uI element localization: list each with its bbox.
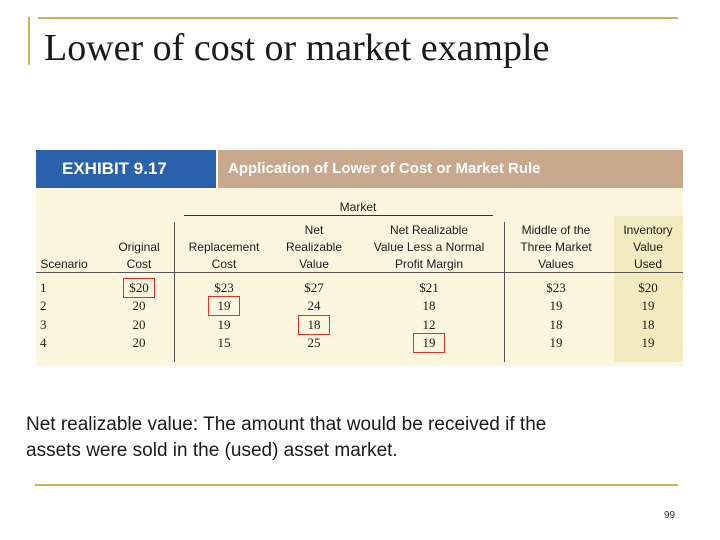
table-cell-nrv-less-margin: $21 xyxy=(419,280,439,295)
table-cell-scenario: 1 xyxy=(40,280,47,295)
market-group-label: Market xyxy=(339,200,377,214)
selected-value-box xyxy=(123,278,155,298)
column-header-line: Cost xyxy=(211,257,237,271)
table-cell-middle-value: 19 xyxy=(549,298,563,313)
column-header-line: Value xyxy=(299,257,329,271)
market-group-rule xyxy=(184,215,493,216)
column-header-line: Value xyxy=(633,240,663,254)
column-header-line: Inventory xyxy=(623,223,673,237)
column-divider-middle xyxy=(504,222,505,362)
table-cell-net-realizable-value: 18 xyxy=(307,317,321,332)
exhibit-header: EXHIBIT 9.17 Application of Lower of Cos… xyxy=(36,150,683,188)
table-cell-scenario: 3 xyxy=(40,317,47,332)
table-cell-inventory-value: 19 xyxy=(641,298,655,313)
column-header-line: Replacement xyxy=(188,240,260,254)
column-header-line: Original xyxy=(118,240,160,254)
footnote-line-2: assets were sold in the (used) asset mar… xyxy=(26,440,398,461)
column-header-nrv-less-margin: Net Realizable Value Less a Normal Profit … xyxy=(359,222,499,273)
column-header-line: Scenario xyxy=(40,257,88,271)
table-cell-scenario: 2 xyxy=(40,298,47,313)
table-cell-nrv-less-margin: 18 xyxy=(422,298,436,313)
column-header-line: Net Realizable xyxy=(389,223,469,237)
bottom-rule xyxy=(35,484,678,486)
column-header-net-realizable-value: Net Realizable Value xyxy=(274,222,354,273)
column-header-line: Net xyxy=(304,223,324,237)
column-header-line: Value Less a Normal xyxy=(373,240,485,254)
selected-value-box xyxy=(208,296,240,316)
table-cell-middle-value: 19 xyxy=(549,335,563,350)
table-cell-replacement-cost: 19 xyxy=(217,317,231,332)
table-cell-middle-value: 18 xyxy=(549,317,563,332)
column-header-line: Realizable xyxy=(285,240,343,254)
table-cell-net-realizable-value: 25 xyxy=(307,335,321,350)
column-header-replacement-cost: Replacement Cost xyxy=(174,222,274,273)
column-header-inventory-value: Inventory Value Used xyxy=(613,222,683,273)
column-header-original-cost: Original Cost xyxy=(104,222,174,273)
footnote: Net realizable value: The amount that wo… xyxy=(26,412,696,464)
table-cell-net-realizable-value: $27 xyxy=(304,280,324,295)
table-cell-original-cost: 20 xyxy=(132,335,146,350)
column-header-line: Cost xyxy=(126,257,152,271)
page-number: 99 xyxy=(664,510,676,521)
footnote-line-1: Net realizable value: The amount that wo… xyxy=(26,414,547,435)
selected-value-box xyxy=(298,315,330,335)
left-rule xyxy=(28,17,30,65)
column-header-scenario: Scenario xyxy=(29,222,99,273)
table-cell-nrv-less-margin: 12 xyxy=(422,317,436,332)
table-cell-original-cost: $20 xyxy=(129,280,149,295)
table-cell-original-cost: 20 xyxy=(132,317,146,332)
exhibit-label: EXHIBIT 9.17 xyxy=(36,150,216,188)
table-cell-original-cost: 20 xyxy=(132,298,146,313)
column-header-line: Values xyxy=(538,257,574,271)
table-cell-replacement-cost: $23 xyxy=(214,280,234,295)
table-cell-replacement-cost: 19 xyxy=(217,298,231,313)
table-cell-inventory-value: $20 xyxy=(638,280,658,295)
table-cell-middle-value: $23 xyxy=(546,280,566,295)
table-cell-replacement-cost: 15 xyxy=(217,335,231,350)
exhibit-title: Application of Lower of Cost or Market R… xyxy=(218,150,683,188)
table-cell-inventory-value: 18 xyxy=(641,317,655,332)
column-header-line: Middle of the xyxy=(521,223,591,237)
table-cell-inventory-value: 19 xyxy=(641,335,655,350)
header-rule xyxy=(36,272,683,273)
column-divider-original xyxy=(174,222,175,362)
slide-title: Lower of cost or market example xyxy=(44,27,550,69)
table-cell-net-realizable-value: 24 xyxy=(307,298,321,313)
column-header-line: Three Market xyxy=(520,240,592,254)
selected-value-box xyxy=(413,333,445,353)
column-header-line: Profit Margin xyxy=(394,257,464,271)
column-header-line: Used xyxy=(633,257,662,271)
column-header-middle-value: Middle of the Three Market Values xyxy=(501,222,611,273)
top-rule xyxy=(38,17,678,19)
inventory-value-column-highlight xyxy=(614,216,683,362)
table-cell-scenario: 4 xyxy=(40,335,47,350)
exhibit-table: EXHIBIT 9.17 Application of Lower of Cos… xyxy=(36,150,683,366)
table-cell-nrv-less-margin: 19 xyxy=(422,335,436,350)
